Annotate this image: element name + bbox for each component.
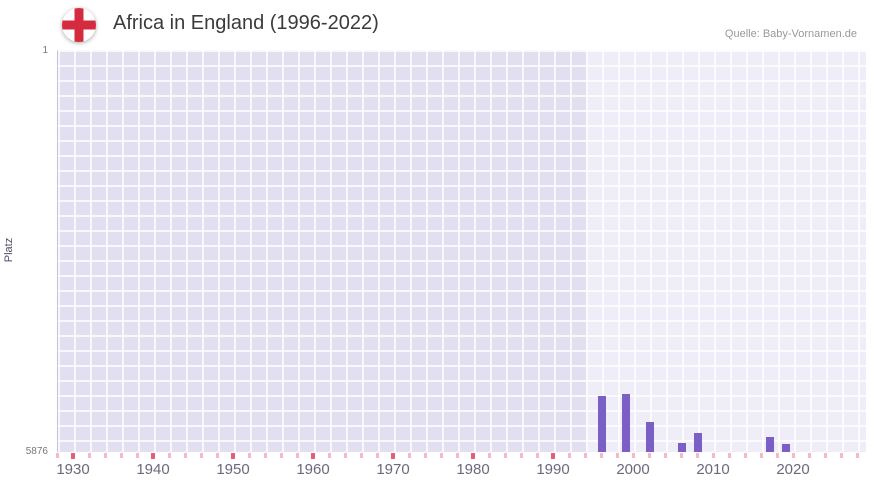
x-axis-minor-ticks — [55, 452, 865, 460]
bar-2002[interactable] — [646, 422, 654, 452]
source-credit: Quelle: Baby-Vornamen.de — [724, 28, 857, 40]
minor-tick-mark — [775, 453, 779, 458]
y-axis-title: Platz — [3, 237, 15, 263]
minor-tick-mark — [855, 453, 859, 458]
minor-tick-mark — [455, 453, 459, 458]
decade-tick-mark — [391, 453, 395, 459]
england-flag-icon — [62, 8, 96, 42]
minor-tick-mark — [567, 453, 571, 458]
minor-tick-mark — [263, 453, 267, 458]
minor-tick-mark — [55, 453, 59, 458]
minor-tick-mark — [823, 453, 827, 458]
plot-area — [57, 50, 866, 452]
x-tick-label-1960: 1960 — [296, 461, 330, 478]
flag-cross-horizontal — [62, 20, 96, 30]
x-tick-label-2010: 2010 — [696, 461, 730, 478]
minor-tick-mark — [503, 453, 507, 458]
minor-tick-mark — [375, 453, 379, 458]
y-axis-top-label: 1 — [42, 45, 48, 56]
x-tick-label-2020: 2020 — [776, 461, 810, 478]
minor-tick-mark — [167, 453, 171, 458]
x-tick-label-1980: 1980 — [456, 461, 490, 478]
minor-tick-mark — [423, 453, 427, 458]
bar-1999[interactable] — [622, 394, 630, 452]
minor-tick-mark — [487, 453, 491, 458]
minor-tick-mark — [647, 453, 651, 458]
bar-1996[interactable] — [598, 395, 606, 452]
minor-tick-mark — [407, 453, 411, 458]
bar-2006[interactable] — [678, 442, 686, 452]
x-tick-label-1990: 1990 — [536, 461, 570, 478]
x-tick-label-1950: 1950 — [216, 461, 250, 478]
minor-tick-mark — [103, 453, 107, 458]
minor-tick-mark — [183, 453, 187, 458]
minor-tick-mark — [439, 453, 443, 458]
x-tick-label-1930: 1930 — [56, 461, 90, 478]
minor-tick-mark — [759, 453, 763, 458]
minor-tick-mark — [679, 453, 683, 458]
minor-tick-mark — [87, 453, 91, 458]
x-axis-labels: 1930 1940 1950 1960 1970 1980 1990 2000 2010 2020 — [56, 461, 865, 483]
bar-2019[interactable] — [782, 444, 790, 452]
minor-tick-mark — [695, 453, 699, 458]
minor-tick-mark — [839, 453, 843, 458]
minor-tick-mark — [279, 453, 283, 458]
decade-tick-mark — [551, 453, 555, 459]
minor-tick-mark — [727, 453, 731, 458]
minor-tick-mark — [663, 453, 667, 458]
minor-tick-mark — [327, 453, 331, 458]
minor-tick-mark — [791, 453, 795, 458]
y-axis-bottom-label: 5876 — [25, 446, 48, 457]
minor-tick-mark — [215, 453, 219, 458]
bars-layer — [58, 50, 866, 452]
decade-tick-mark — [71, 453, 75, 459]
minor-tick-mark — [135, 453, 139, 458]
x-tick-label-2000: 2000 — [616, 461, 650, 478]
x-tick-label-1940: 1940 — [136, 461, 170, 478]
minor-tick-mark — [631, 453, 635, 458]
decade-tick-mark — [231, 453, 235, 459]
minor-tick-mark — [535, 453, 539, 458]
decade-tick-mark — [151, 453, 155, 459]
highlight-band — [586, 50, 866, 452]
minor-tick-mark — [583, 453, 587, 458]
minor-tick-mark — [743, 453, 747, 458]
minor-tick-mark — [359, 453, 363, 458]
minor-tick-mark — [247, 453, 251, 458]
minor-tick-mark — [711, 453, 715, 458]
minor-tick-mark — [807, 453, 811, 458]
minor-tick-mark — [343, 453, 347, 458]
minor-tick-mark — [295, 453, 299, 458]
bar-2008[interactable] — [694, 433, 702, 452]
minor-tick-mark — [615, 453, 619, 458]
minor-tick-mark — [599, 453, 603, 458]
x-tick-label-1970: 1970 — [376, 461, 410, 478]
chart-title: Africa in England (1996-2022) — [113, 12, 379, 34]
decade-tick-mark — [311, 453, 315, 459]
minor-tick-mark — [199, 453, 203, 458]
decade-tick-mark — [471, 453, 475, 459]
bar-2017[interactable] — [766, 437, 774, 452]
minor-tick-mark — [519, 453, 523, 458]
minor-tick-mark — [119, 453, 123, 458]
